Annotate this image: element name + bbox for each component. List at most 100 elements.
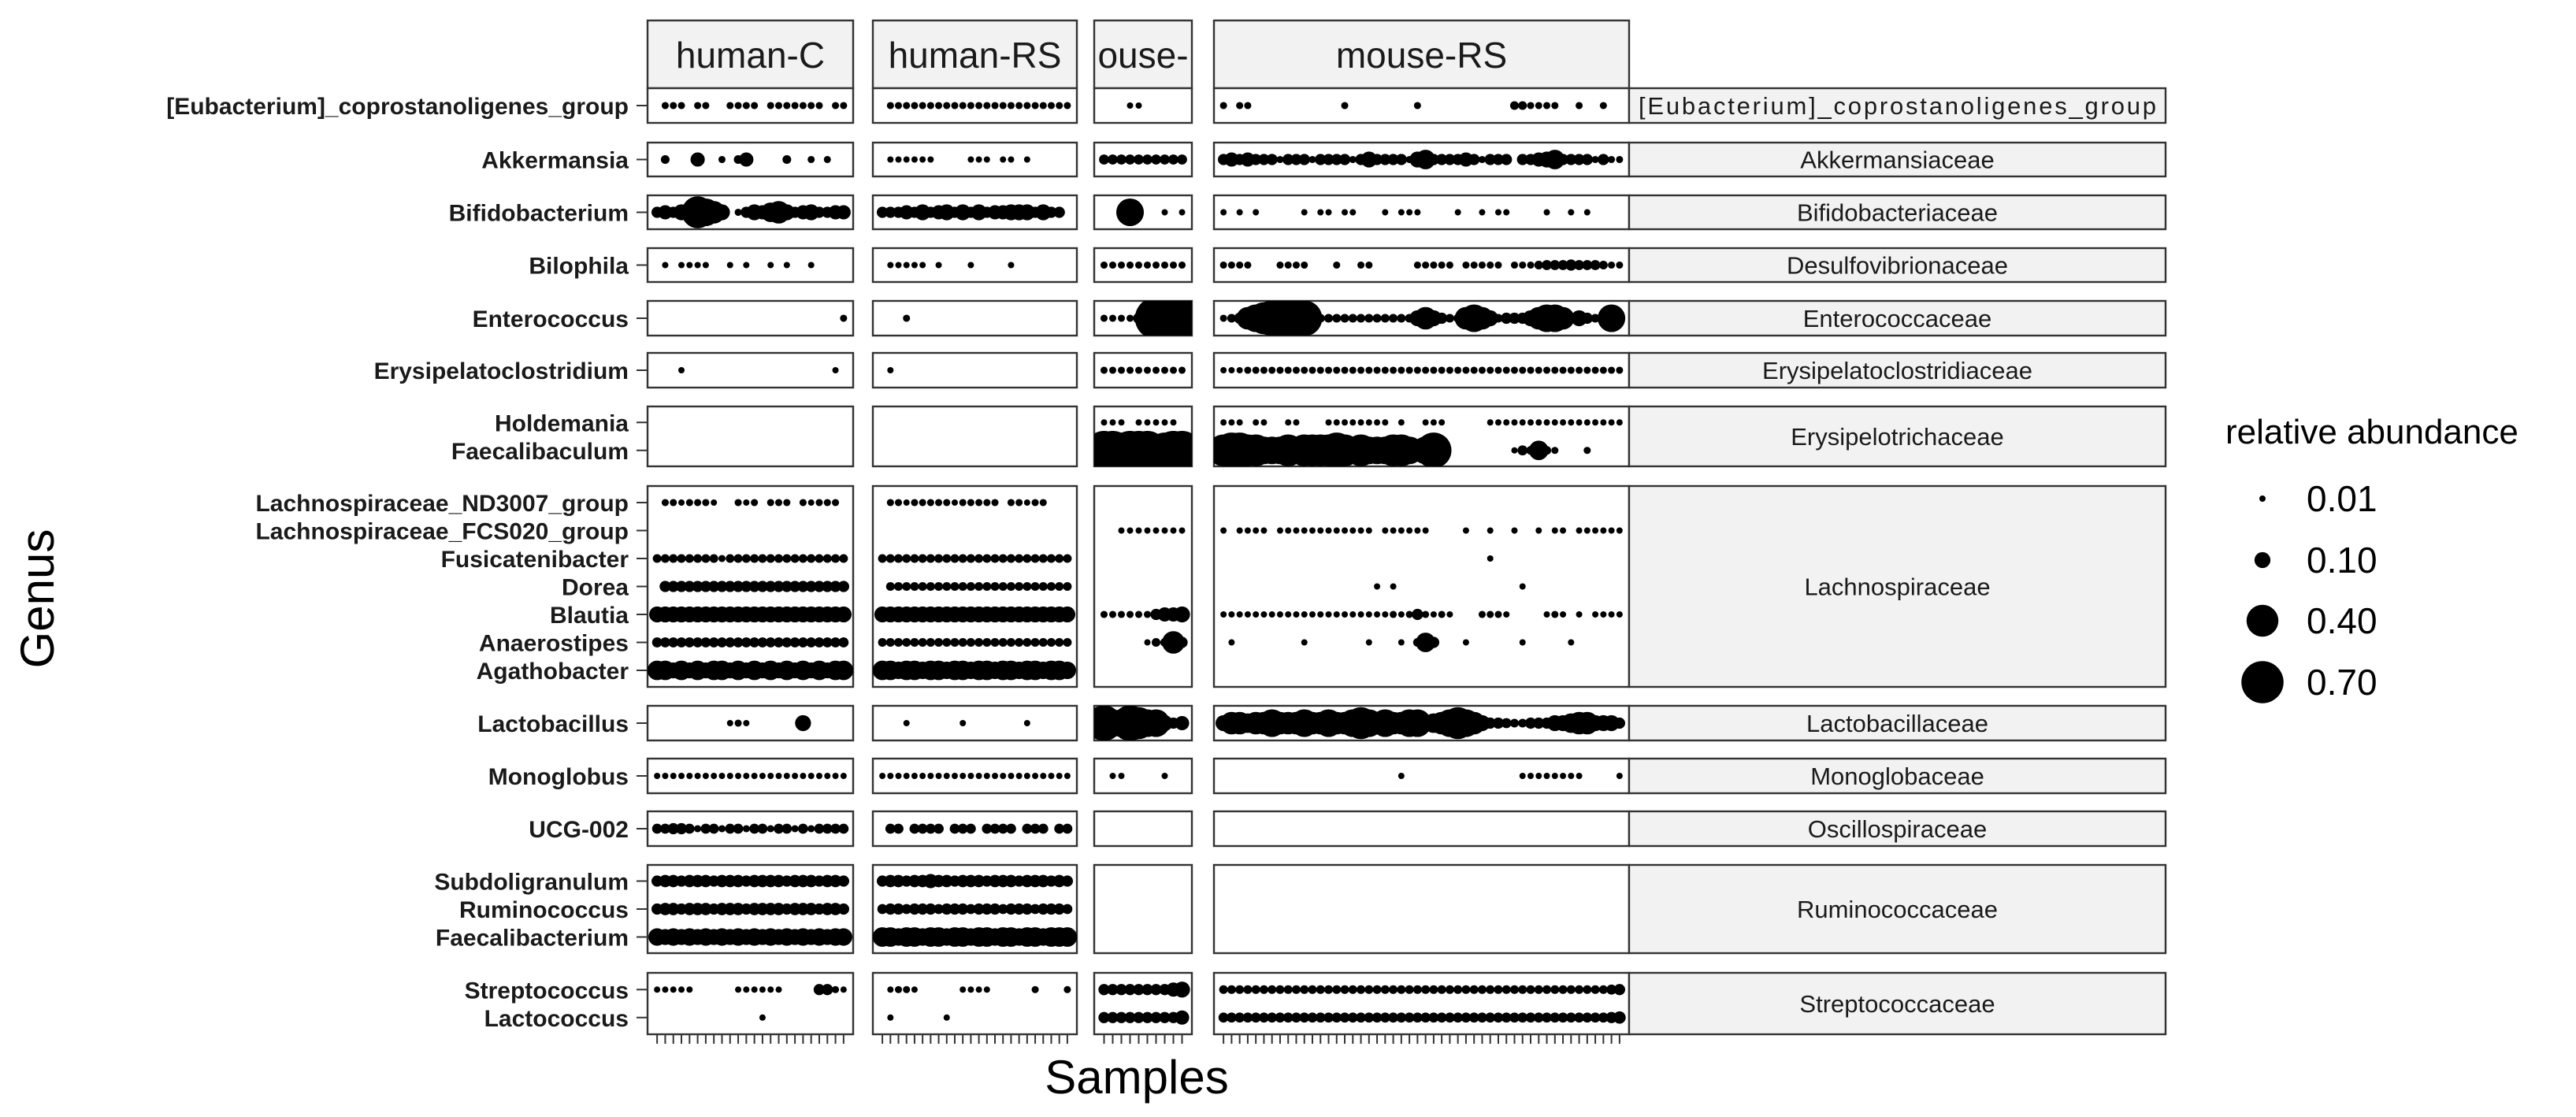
data-point <box>1323 154 1334 165</box>
data-point <box>943 1014 950 1021</box>
data-point <box>910 637 919 648</box>
genus-label: Bilophila <box>529 254 629 280</box>
data-point <box>751 499 759 507</box>
data-point <box>742 825 750 833</box>
data-point <box>1284 366 1292 374</box>
column-strips: human-C human-RS ouse-mouse-RS <box>646 19 1631 90</box>
data-point <box>1613 1011 1626 1024</box>
data-point <box>1551 527 1558 534</box>
data-point <box>1015 773 1023 779</box>
plot-panel <box>646 971 855 1036</box>
data-point <box>1008 156 1015 163</box>
data-point <box>894 102 903 109</box>
data-point <box>838 637 849 648</box>
data-point <box>998 554 1008 563</box>
data-point <box>1486 985 1495 994</box>
data-point <box>766 825 774 833</box>
data-point <box>1323 314 1334 323</box>
data-point <box>1174 982 1190 998</box>
data-point <box>1317 527 1324 534</box>
data-point <box>1040 773 1047 779</box>
data-point <box>1307 1012 1318 1023</box>
data-point <box>960 773 967 779</box>
data-point <box>1484 717 1496 729</box>
data-point <box>1126 610 1134 618</box>
data-point <box>1175 1010 1190 1025</box>
data-point <box>1542 985 1552 994</box>
data-point <box>915 204 931 221</box>
row-strip <box>1628 247 2167 284</box>
data-point <box>1133 1011 1145 1023</box>
genus-label: Lactobacillus <box>477 711 629 737</box>
data-point <box>1099 154 1109 165</box>
data-point <box>1583 527 1591 534</box>
column-strip-label: mouse-RS <box>1336 35 1507 76</box>
data-point <box>1535 527 1542 534</box>
panel-points <box>1220 366 1624 374</box>
data-point <box>1551 447 1559 455</box>
data-point <box>1242 1012 1253 1023</box>
data-point <box>700 823 711 834</box>
data-point <box>959 102 967 109</box>
data-point <box>1519 261 1527 269</box>
data-point <box>1372 314 1382 323</box>
data-point <box>885 206 896 218</box>
data-point <box>1015 581 1024 592</box>
data-point <box>1031 499 1039 507</box>
data-point <box>676 637 687 648</box>
data-point <box>1160 366 1169 374</box>
panel-points <box>1219 101 1607 110</box>
data-point <box>1534 985 1543 994</box>
row-strip-label: Erysipelotrichaceae <box>1791 423 2004 451</box>
data-point <box>651 637 663 648</box>
data-point <box>983 499 991 507</box>
data-point <box>733 637 744 648</box>
data-point <box>1527 366 1535 374</box>
data-point <box>1478 155 1486 164</box>
data-point <box>1175 715 1190 731</box>
column-strip-label: human-RS <box>889 35 1062 76</box>
data-point <box>1509 101 1520 110</box>
data-point <box>724 581 736 592</box>
data-point <box>1592 527 1599 534</box>
data-point <box>1509 1012 1520 1023</box>
data-point <box>781 637 792 648</box>
data-point <box>1286 301 1323 336</box>
plot-panel <box>1212 194 1631 231</box>
data-point <box>1616 261 1624 269</box>
data-point <box>1301 366 1308 374</box>
data-point <box>1357 314 1366 323</box>
data-point <box>1056 102 1063 109</box>
panel-points <box>840 314 848 322</box>
legend-key <box>2259 495 2266 502</box>
data-point <box>1397 639 1405 646</box>
data-point <box>1390 610 1397 618</box>
data-point <box>876 206 889 218</box>
data-point <box>1219 261 1227 269</box>
data-point <box>1023 499 1030 506</box>
data-point <box>919 262 926 269</box>
data-point <box>1151 154 1161 165</box>
data-point <box>934 554 944 563</box>
data-point <box>1098 984 1110 996</box>
data-point <box>807 155 815 164</box>
data-point <box>815 773 822 779</box>
data-point <box>1038 637 1048 648</box>
data-point <box>1253 419 1260 426</box>
panel-points <box>1100 261 1186 269</box>
data-point <box>1109 773 1116 779</box>
data-point <box>1333 366 1341 374</box>
data-point <box>1258 154 1270 165</box>
panel-points <box>887 262 1015 269</box>
data-point <box>1134 610 1143 618</box>
data-point <box>1446 366 1453 374</box>
data-point <box>1118 773 1125 779</box>
data-point <box>774 102 783 109</box>
data-point <box>659 581 671 592</box>
data-point <box>1004 874 1018 888</box>
data-point <box>1291 1012 1301 1023</box>
data-point <box>1325 209 1332 216</box>
data-point <box>1551 610 1559 618</box>
data-point <box>1008 262 1015 269</box>
data-point <box>766 499 774 507</box>
